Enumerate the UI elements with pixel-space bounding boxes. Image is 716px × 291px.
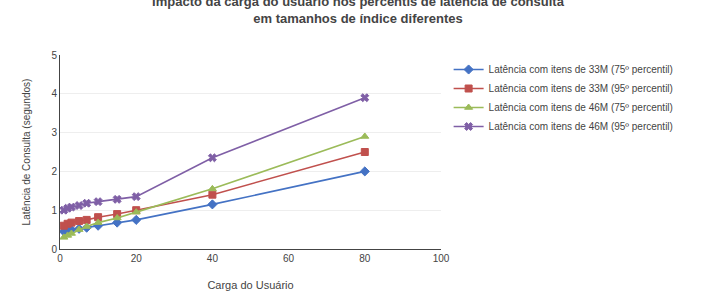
svg-text:Latência com itens de 33M (95º: Latência com itens de 33M (95º percentil… [489,83,673,94]
svg-text:1: 1 [51,205,57,216]
svg-text:100: 100 [433,253,450,264]
svg-text:5: 5 [51,50,57,61]
svg-text:Latência de Consulta (segundos: Latência de Consulta (segundos) [21,79,32,226]
svg-text:Impacto da carga do usuário no: Impacto da carga do usuário nos percenti… [152,0,565,26]
svg-text:3: 3 [51,127,57,138]
svg-text:80: 80 [359,253,371,264]
svg-text:20: 20 [131,253,143,264]
svg-text:0: 0 [51,244,57,255]
svg-text:40: 40 [207,253,219,264]
svg-text:4: 4 [51,88,57,99]
svg-text:0: 0 [57,253,63,264]
svg-text:Latência com itens de 46M (95º: Latência com itens de 46M (95º percentil… [489,121,673,132]
svg-text:Latência com itens de 33M (75º: Latência com itens de 33M (75º percentil… [489,64,673,75]
svg-text:2: 2 [51,166,57,177]
svg-text:60: 60 [283,253,295,264]
svg-text:Carga do Usuário: Carga do Usuário [207,279,293,291]
svg-text:Latência com itens de 46M (75º: Latência com itens de 46M (75º percentil… [489,102,673,113]
